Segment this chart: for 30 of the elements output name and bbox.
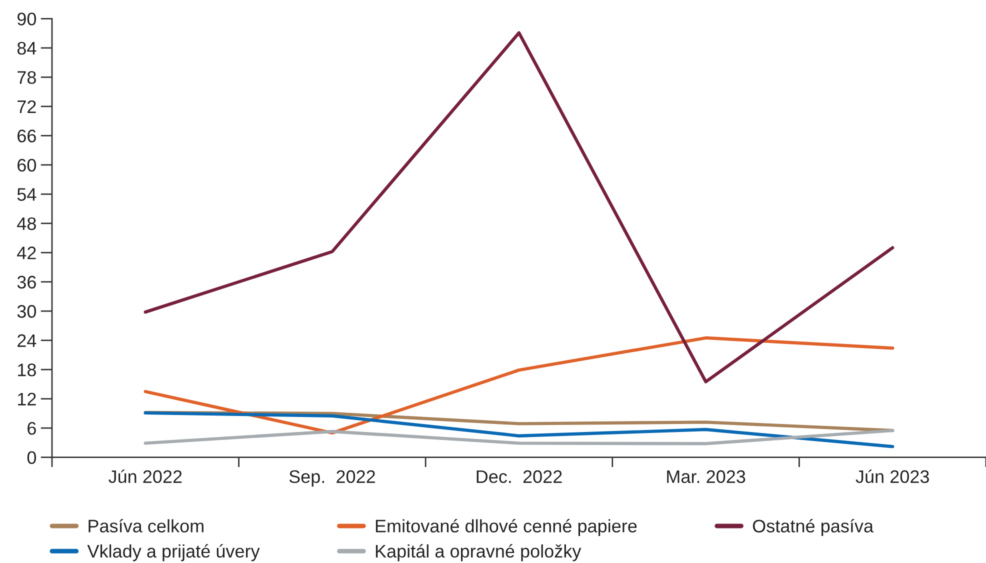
y-tick-label: 24 — [18, 334, 36, 347]
y-tick-label: 90 — [17, 12, 36, 26]
y-tick-label: 60 — [18, 158, 36, 172]
legend-label: Ostatné pasíva — [752, 519, 874, 536]
line-series — [144, 336, 894, 435]
y-tick-label: 84 — [17, 42, 36, 55]
y-tick-label: 48 — [17, 217, 36, 230]
line-series — [144, 428, 894, 446]
x-tick-label: Dec. 2022 — [476, 470, 562, 484]
y-tick-label: 54 — [17, 188, 36, 201]
x-tick-label: Mar. 2023 — [667, 470, 746, 484]
y-tick-label: 30 — [17, 305, 36, 318]
x-tick-label: Sep. 2022 — [289, 470, 375, 487]
y-tick-label: 18 — [18, 364, 36, 376]
y-tick-label: 6 — [28, 422, 36, 435]
x-tick-label: Jún 2022 — [108, 470, 182, 484]
y-tick-label: 72 — [18, 100, 36, 113]
y-tick-label: 12 — [18, 392, 36, 406]
legend-label: Emitované dlhové cenné papiere — [376, 519, 637, 536]
y-tick-label: 0 — [27, 451, 36, 464]
line-series — [144, 31, 894, 384]
legend-label: Vklady a prijaté úvery — [87, 544, 260, 562]
line-series — [144, 411, 894, 448]
y-tick-label: 66 — [18, 130, 36, 142]
legend-label: Pasíva celkom — [88, 519, 204, 532]
x-tick-label: Jún 2023 — [856, 470, 929, 484]
y-tick-label: 36 — [17, 276, 36, 289]
legend-label: Kapitál a opravné položky — [376, 544, 582, 562]
y-tick-label: 42 — [17, 246, 36, 260]
y-tick-label: 78 — [18, 71, 36, 84]
